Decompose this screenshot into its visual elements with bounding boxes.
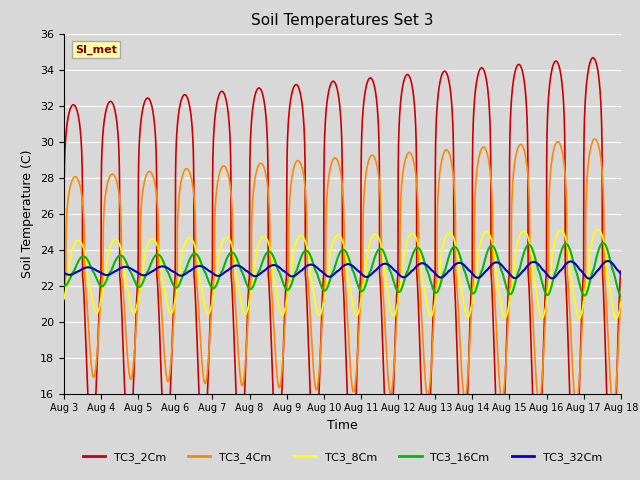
X-axis label: Time: Time [327,419,358,432]
Y-axis label: Soil Temperature (C): Soil Temperature (C) [22,149,35,278]
Text: SI_met: SI_met [75,44,117,55]
Title: Soil Temperatures Set 3: Soil Temperatures Set 3 [251,13,434,28]
Legend: TC3_2Cm, TC3_4Cm, TC3_8Cm, TC3_16Cm, TC3_32Cm: TC3_2Cm, TC3_4Cm, TC3_8Cm, TC3_16Cm, TC3… [78,447,607,467]
